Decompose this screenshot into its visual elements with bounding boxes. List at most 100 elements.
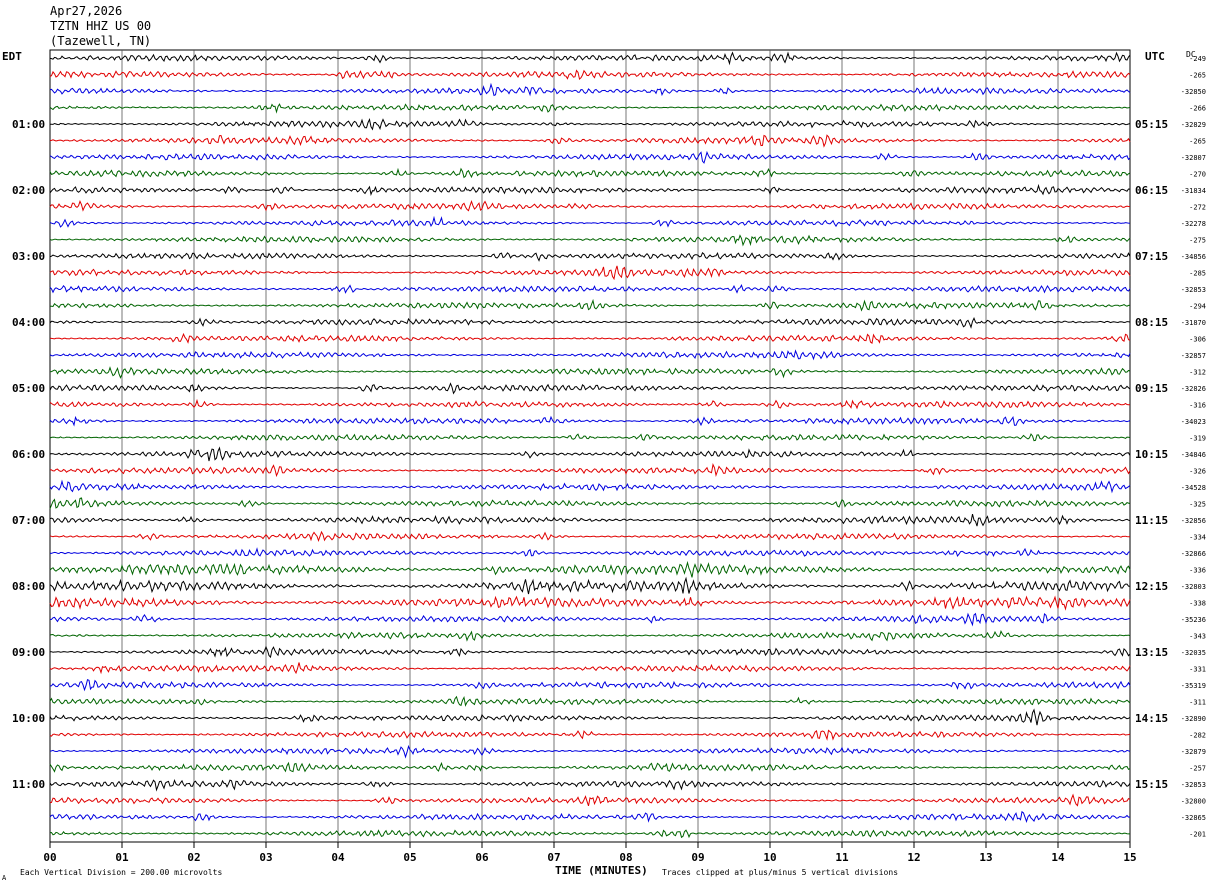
minute-gridlines bbox=[121, 50, 1059, 842]
dc-offset-label: -266 bbox=[1189, 105, 1206, 113]
x-tick-label: 09 bbox=[691, 851, 704, 864]
dc-offset-label: -34023 bbox=[1181, 418, 1206, 426]
trace-line bbox=[49, 215, 1131, 228]
trace-line bbox=[49, 695, 1131, 707]
dc-offset-label: -32278 bbox=[1181, 220, 1206, 228]
trace-line bbox=[49, 793, 1131, 807]
right-hour-label: 15:15 bbox=[1135, 778, 1168, 791]
dc-offset-label: -32879 bbox=[1181, 748, 1206, 756]
x-tick-label: 04 bbox=[331, 851, 345, 864]
header-location: (Tazewell, TN) bbox=[50, 34, 151, 48]
left-hour-label: 09:00 bbox=[12, 646, 45, 659]
dc-offset-label: -338 bbox=[1189, 600, 1206, 608]
dc-offset-label: -32035 bbox=[1181, 649, 1206, 657]
dc-offset-label: -32807 bbox=[1181, 154, 1206, 162]
dc-offset-label: -319 bbox=[1189, 435, 1206, 443]
trace-line bbox=[49, 479, 1131, 494]
trace-line bbox=[49, 265, 1131, 281]
dc-offset-label: -31870 bbox=[1181, 319, 1206, 327]
trace-line bbox=[49, 183, 1131, 196]
dc-offset-label: -265 bbox=[1189, 138, 1206, 146]
right-timezone-label: UTC bbox=[1145, 50, 1165, 63]
trace-line bbox=[49, 103, 1131, 114]
trace-line bbox=[49, 629, 1131, 642]
dc-offset-label: -249 bbox=[1189, 55, 1206, 63]
dc-offset-label: -311 bbox=[1189, 699, 1206, 707]
dc-offset-label: -326 bbox=[1189, 468, 1206, 476]
trace-line bbox=[49, 150, 1131, 164]
x-tick-label: 05 bbox=[403, 851, 416, 864]
dc-offset-label: -265 bbox=[1189, 72, 1206, 80]
x-tick-label: 13 bbox=[979, 851, 992, 864]
dc-offset-label: -31834 bbox=[1181, 187, 1206, 195]
header-date: Apr27,2026 bbox=[50, 4, 122, 18]
left-hour-label: 08:00 bbox=[12, 580, 45, 593]
x-tick-label: 10 bbox=[763, 851, 776, 864]
dc-offset-label: -285 bbox=[1189, 270, 1206, 278]
trace-line bbox=[49, 513, 1131, 527]
dc-offset-label: -32865 bbox=[1181, 814, 1206, 822]
dc-offset-label: -325 bbox=[1189, 501, 1206, 509]
right-hour-label: 10:15 bbox=[1135, 448, 1168, 461]
trace-line bbox=[49, 349, 1131, 361]
trace-line bbox=[49, 744, 1131, 759]
dc-offset-label: -35319 bbox=[1181, 682, 1206, 690]
dc-offset-label: -32856 bbox=[1181, 517, 1206, 525]
dc-offset-label: -32829 bbox=[1181, 121, 1206, 129]
dc-offset-label: -32857 bbox=[1181, 352, 1206, 360]
trace-line bbox=[49, 382, 1131, 395]
dc-offset-label: -32890 bbox=[1181, 715, 1206, 723]
dc-offset-label: -334 bbox=[1189, 534, 1206, 542]
trace-line bbox=[49, 69, 1131, 81]
dc-offset-label: -35236 bbox=[1181, 616, 1206, 624]
seismic-traces bbox=[49, 51, 1131, 839]
trace-line bbox=[49, 497, 1131, 509]
trace-line bbox=[49, 415, 1131, 427]
trace-line bbox=[49, 547, 1131, 558]
left-hour-labels: 01:00 02:00 03:00 04:00 05:00 06:00 07:00 08:00… bbox=[12, 118, 45, 791]
right-hour-label: 09:15 bbox=[1135, 382, 1168, 395]
dc-offset-label: -201 bbox=[1189, 831, 1206, 839]
left-hour-label: 03:00 bbox=[12, 250, 45, 263]
dc-offset-label: -34528 bbox=[1181, 484, 1206, 492]
right-hour-label: 05:15 bbox=[1135, 118, 1168, 131]
left-hour-label: 05:00 bbox=[12, 382, 45, 395]
trace-line bbox=[49, 829, 1130, 839]
dc-offset-label: -275 bbox=[1189, 237, 1206, 245]
trace-line bbox=[49, 595, 1131, 611]
right-hour-label: 14:15 bbox=[1135, 712, 1168, 725]
dc-offset-label: -32826 bbox=[1181, 385, 1206, 393]
right-hour-label: 07:15 bbox=[1135, 250, 1168, 263]
trace-line bbox=[49, 398, 1131, 410]
dc-offset-label: -343 bbox=[1189, 633, 1206, 641]
trace-line bbox=[50, 462, 1131, 478]
trace-line bbox=[49, 134, 1131, 148]
dc-column-label: DC bbox=[1186, 50, 1196, 59]
trace-line bbox=[49, 251, 1131, 262]
dc-offset-label: -34846 bbox=[1181, 451, 1206, 459]
dc-offset-label: -34856 bbox=[1181, 253, 1206, 261]
dc-offset-label: -312 bbox=[1189, 369, 1206, 377]
x-tick-label: 03 bbox=[259, 851, 272, 864]
x-tick-label: 12 bbox=[907, 851, 920, 864]
dc-offset-label: -294 bbox=[1189, 303, 1206, 311]
x-tick-labels: 00 01 02 03 04 05 06 07 08 09 10 11 12 13 14 15 bbox=[43, 842, 1137, 864]
left-hour-label: 01:00 bbox=[12, 118, 45, 131]
clip-note: Traces clipped at plus/minus 5 vertical … bbox=[662, 868, 898, 877]
right-hour-label: 12:15 bbox=[1135, 580, 1168, 593]
trace-line bbox=[49, 530, 1130, 543]
left-hour-label: 10:00 bbox=[12, 712, 45, 725]
trace-line bbox=[49, 612, 1131, 627]
trace-line bbox=[49, 679, 1131, 692]
trace-line bbox=[49, 366, 1131, 379]
trace-line bbox=[49, 560, 1131, 578]
trace-line bbox=[49, 645, 1131, 659]
right-hour-labels: 05:15 06:15 07:15 08:15 09:15 10:15 11:15 12:15… bbox=[1135, 118, 1168, 791]
left-hour-label: 11:00 bbox=[12, 778, 45, 791]
trace-line bbox=[49, 576, 1131, 595]
left-hour-label: 06:00 bbox=[12, 448, 45, 461]
x-tick-label: 07 bbox=[547, 851, 560, 864]
trace-line bbox=[49, 761, 1131, 773]
header-station: TZTN HHZ US 00 bbox=[50, 19, 151, 33]
